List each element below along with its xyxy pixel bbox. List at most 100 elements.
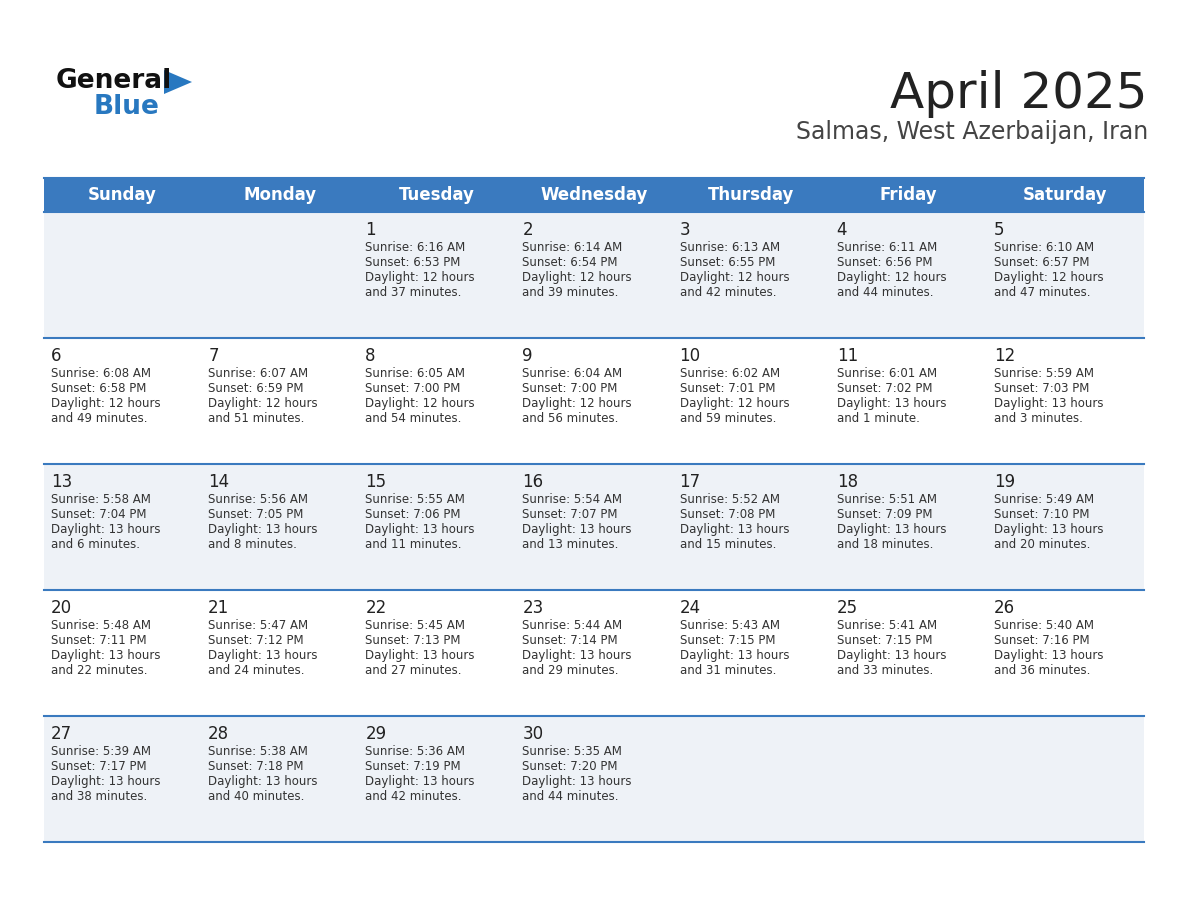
Text: Daylight: 13 hours: Daylight: 13 hours [208, 523, 317, 536]
Text: Daylight: 13 hours: Daylight: 13 hours [208, 649, 317, 662]
Text: Thursday: Thursday [708, 186, 795, 204]
Text: 9: 9 [523, 347, 533, 365]
Text: Daylight: 13 hours: Daylight: 13 hours [208, 775, 317, 788]
Text: and 27 minutes.: and 27 minutes. [365, 664, 462, 677]
Text: Sunset: 7:02 PM: Sunset: 7:02 PM [836, 382, 933, 395]
Text: Wednesday: Wednesday [541, 186, 647, 204]
Text: 12: 12 [994, 347, 1015, 365]
Text: Sunrise: 6:02 AM: Sunrise: 6:02 AM [680, 367, 779, 380]
Text: and 33 minutes.: and 33 minutes. [836, 664, 933, 677]
Text: Sunset: 7:12 PM: Sunset: 7:12 PM [208, 634, 304, 647]
Bar [44, 178, 1144, 212]
Text: 7: 7 [208, 347, 219, 365]
Text: Sunrise: 5:40 AM: Sunrise: 5:40 AM [994, 619, 1094, 632]
Text: 20: 20 [51, 599, 72, 617]
Text: Sunset: 7:10 PM: Sunset: 7:10 PM [994, 508, 1089, 521]
Text: Monday: Monday [244, 186, 316, 204]
Text: Daylight: 13 hours: Daylight: 13 hours [365, 649, 475, 662]
Text: 15: 15 [365, 473, 386, 491]
Text: 11: 11 [836, 347, 858, 365]
Text: Sunset: 6:56 PM: Sunset: 6:56 PM [836, 256, 933, 269]
Text: Sunset: 7:09 PM: Sunset: 7:09 PM [836, 508, 933, 521]
Text: Sunset: 6:59 PM: Sunset: 6:59 PM [208, 382, 304, 395]
Text: Saturday: Saturday [1023, 186, 1107, 204]
Text: April 2025: April 2025 [891, 70, 1148, 118]
Text: Sunset: 7:03 PM: Sunset: 7:03 PM [994, 382, 1089, 395]
Text: Daylight: 12 hours: Daylight: 12 hours [365, 397, 475, 410]
Text: Sunset: 6:55 PM: Sunset: 6:55 PM [680, 256, 775, 269]
Text: and 42 minutes.: and 42 minutes. [680, 286, 776, 299]
Text: Sunrise: 6:10 AM: Sunrise: 6:10 AM [994, 241, 1094, 254]
Text: Sunrise: 5:54 AM: Sunrise: 5:54 AM [523, 493, 623, 506]
Text: Sunset: 7:06 PM: Sunset: 7:06 PM [365, 508, 461, 521]
Text: Daylight: 12 hours: Daylight: 12 hours [523, 397, 632, 410]
Bar [44, 464, 1144, 590]
Text: Sunrise: 5:56 AM: Sunrise: 5:56 AM [208, 493, 308, 506]
Text: and 42 minutes.: and 42 minutes. [365, 790, 462, 803]
Text: and 44 minutes.: and 44 minutes. [523, 790, 619, 803]
Text: Sunrise: 6:04 AM: Sunrise: 6:04 AM [523, 367, 623, 380]
Text: 16: 16 [523, 473, 544, 491]
Text: Sunrise: 5:38 AM: Sunrise: 5:38 AM [208, 745, 308, 758]
Text: Sunrise: 5:35 AM: Sunrise: 5:35 AM [523, 745, 623, 758]
Text: and 20 minutes.: and 20 minutes. [994, 538, 1091, 551]
Text: Sunrise: 5:51 AM: Sunrise: 5:51 AM [836, 493, 936, 506]
Text: Sunrise: 6:16 AM: Sunrise: 6:16 AM [365, 241, 466, 254]
Text: and 39 minutes.: and 39 minutes. [523, 286, 619, 299]
Text: Sunset: 7:18 PM: Sunset: 7:18 PM [208, 760, 304, 773]
Text: and 44 minutes.: and 44 minutes. [836, 286, 934, 299]
Text: 18: 18 [836, 473, 858, 491]
Text: Daylight: 13 hours: Daylight: 13 hours [51, 775, 160, 788]
Text: Sunrise: 6:14 AM: Sunrise: 6:14 AM [523, 241, 623, 254]
Text: and 29 minutes.: and 29 minutes. [523, 664, 619, 677]
Text: and 49 minutes.: and 49 minutes. [51, 412, 147, 425]
Text: Daylight: 13 hours: Daylight: 13 hours [836, 523, 946, 536]
Text: Sunset: 6:58 PM: Sunset: 6:58 PM [51, 382, 146, 395]
Text: 5: 5 [994, 221, 1004, 239]
Text: Sunrise: 5:48 AM: Sunrise: 5:48 AM [51, 619, 151, 632]
Text: and 47 minutes.: and 47 minutes. [994, 286, 1091, 299]
Text: Daylight: 13 hours: Daylight: 13 hours [836, 397, 946, 410]
Text: Daylight: 13 hours: Daylight: 13 hours [365, 523, 475, 536]
Text: and 3 minutes.: and 3 minutes. [994, 412, 1082, 425]
Text: and 36 minutes.: and 36 minutes. [994, 664, 1091, 677]
Text: Sunrise: 6:11 AM: Sunrise: 6:11 AM [836, 241, 937, 254]
Text: Sunset: 7:05 PM: Sunset: 7:05 PM [208, 508, 303, 521]
Text: General: General [56, 68, 172, 94]
Text: Sunset: 7:01 PM: Sunset: 7:01 PM [680, 382, 775, 395]
Text: Sunset: 7:00 PM: Sunset: 7:00 PM [523, 382, 618, 395]
Text: 8: 8 [365, 347, 375, 365]
Text: 1: 1 [365, 221, 375, 239]
Text: and 18 minutes.: and 18 minutes. [836, 538, 933, 551]
Text: and 13 minutes.: and 13 minutes. [523, 538, 619, 551]
Text: Daylight: 13 hours: Daylight: 13 hours [51, 523, 160, 536]
Text: and 59 minutes.: and 59 minutes. [680, 412, 776, 425]
Text: Sunrise: 5:58 AM: Sunrise: 5:58 AM [51, 493, 151, 506]
Text: 10: 10 [680, 347, 701, 365]
Text: Sunrise: 5:41 AM: Sunrise: 5:41 AM [836, 619, 937, 632]
Text: Friday: Friday [879, 186, 937, 204]
Text: and 51 minutes.: and 51 minutes. [208, 412, 304, 425]
Text: and 24 minutes.: and 24 minutes. [208, 664, 304, 677]
Text: Daylight: 12 hours: Daylight: 12 hours [680, 271, 789, 284]
Text: Daylight: 12 hours: Daylight: 12 hours [51, 397, 160, 410]
Text: Daylight: 13 hours: Daylight: 13 hours [994, 649, 1104, 662]
Text: Daylight: 13 hours: Daylight: 13 hours [523, 775, 632, 788]
Text: Daylight: 13 hours: Daylight: 13 hours [680, 649, 789, 662]
Text: 25: 25 [836, 599, 858, 617]
Text: 4: 4 [836, 221, 847, 239]
Text: Sunrise: 5:59 AM: Sunrise: 5:59 AM [994, 367, 1094, 380]
Text: and 6 minutes.: and 6 minutes. [51, 538, 140, 551]
Bar [44, 212, 1144, 338]
Text: Sunset: 6:57 PM: Sunset: 6:57 PM [994, 256, 1089, 269]
Text: Daylight: 13 hours: Daylight: 13 hours [994, 397, 1104, 410]
Text: Sunset: 7:19 PM: Sunset: 7:19 PM [365, 760, 461, 773]
Text: and 38 minutes.: and 38 minutes. [51, 790, 147, 803]
Text: Daylight: 12 hours: Daylight: 12 hours [365, 271, 475, 284]
Text: Sunrise: 6:08 AM: Sunrise: 6:08 AM [51, 367, 151, 380]
Text: Daylight: 13 hours: Daylight: 13 hours [51, 649, 160, 662]
Text: 28: 28 [208, 725, 229, 743]
Text: 24: 24 [680, 599, 701, 617]
Text: Daylight: 13 hours: Daylight: 13 hours [523, 649, 632, 662]
Text: and 1 minute.: and 1 minute. [836, 412, 920, 425]
